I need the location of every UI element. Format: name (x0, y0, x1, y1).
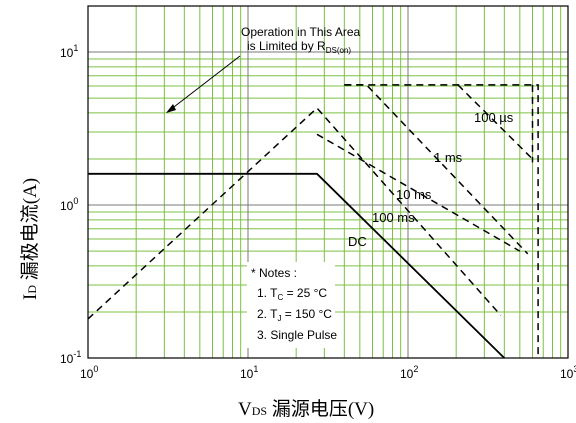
y-axis-title-main: I (20, 294, 41, 300)
note-2-pre: 2. T (257, 307, 278, 321)
y-axis-title: ID 漏极电流(A) (19, 178, 41, 300)
y-tick-base: 10 (60, 199, 74, 213)
x-tick-base: 10 (560, 367, 574, 381)
note-2: 2. TJ = 150 °C (257, 307, 332, 323)
plot-frame (87, 5, 569, 359)
note-2-sub: J (277, 314, 281, 323)
x-tick-base: 10 (80, 367, 94, 381)
y-tick-base: 10 (60, 352, 74, 366)
label-10ms: 10 ms (396, 187, 432, 202)
note-3: 3. Single Pulse (257, 328, 337, 342)
label-1ms: 1 ms (434, 150, 463, 165)
x-tick-label: 100 (80, 364, 98, 381)
x-axis-title-main: V (238, 399, 252, 420)
y-tick-label: 100 (60, 196, 78, 213)
annotation-arrow (169, 55, 241, 111)
x-tick-exp: 0 (93, 364, 98, 374)
note-1-sub: C (277, 293, 283, 302)
notes-title: * Notes : (251, 266, 297, 280)
label-dc: DC (348, 234, 367, 249)
y-tick-exp: -1 (73, 349, 81, 359)
y-tick-exp: 0 (73, 196, 78, 206)
y-tick-base: 10 (60, 46, 74, 60)
annotation-line1: Operation in This Area (241, 25, 361, 39)
x-tick-label: 103 (560, 364, 576, 381)
series-10-ms (316, 133, 521, 252)
note-1: 1. TC = 25 °C (257, 286, 327, 302)
x-tick-exp: 3 (573, 364, 576, 374)
arrow-head-icon (166, 104, 176, 113)
annotation-line2: is Limited by RDS(on) (247, 39, 351, 55)
x-axis-title: VDS 漏源电压(V) (238, 398, 374, 420)
y-tick-label: 10-1 (60, 349, 81, 366)
x-tick-base: 10 (240, 367, 254, 381)
label-100us: 100 µs (474, 110, 514, 125)
x-axis-title-sub: DS (252, 404, 267, 418)
y-axis-title-rest: 漏极电流(A) (19, 178, 41, 285)
x-tick-label: 102 (400, 364, 418, 381)
series-rds-on-limit-max-current (344, 84, 539, 358)
series-100-ms (87, 107, 502, 320)
notes-box (247, 262, 335, 348)
y-axis-title-sub: D (25, 285, 39, 294)
x-tick-base: 10 (400, 367, 414, 381)
annotation-line2-sub: DS(on) (326, 46, 352, 55)
x-tick-exp: 1 (253, 364, 258, 374)
series-layer (87, 84, 539, 359)
label-100ms: 100 ms (372, 210, 415, 225)
note-1-pre: 1. T (257, 286, 278, 300)
note-1-post: = 25 °C (283, 286, 327, 300)
x-tick-label: 101 (240, 364, 258, 381)
y-tick-exp: 1 (73, 43, 78, 53)
series-100-s (457, 84, 534, 160)
annotation-line2-main: is Limited by R (247, 39, 326, 53)
note-2-post: = 150 °C (281, 307, 332, 321)
y-tick-label: 101 (60, 43, 78, 60)
x-tick-exp: 2 (413, 364, 418, 374)
series-dc (88, 172, 505, 359)
x-axis-title-rest: 漏源电压(V) (267, 398, 374, 420)
